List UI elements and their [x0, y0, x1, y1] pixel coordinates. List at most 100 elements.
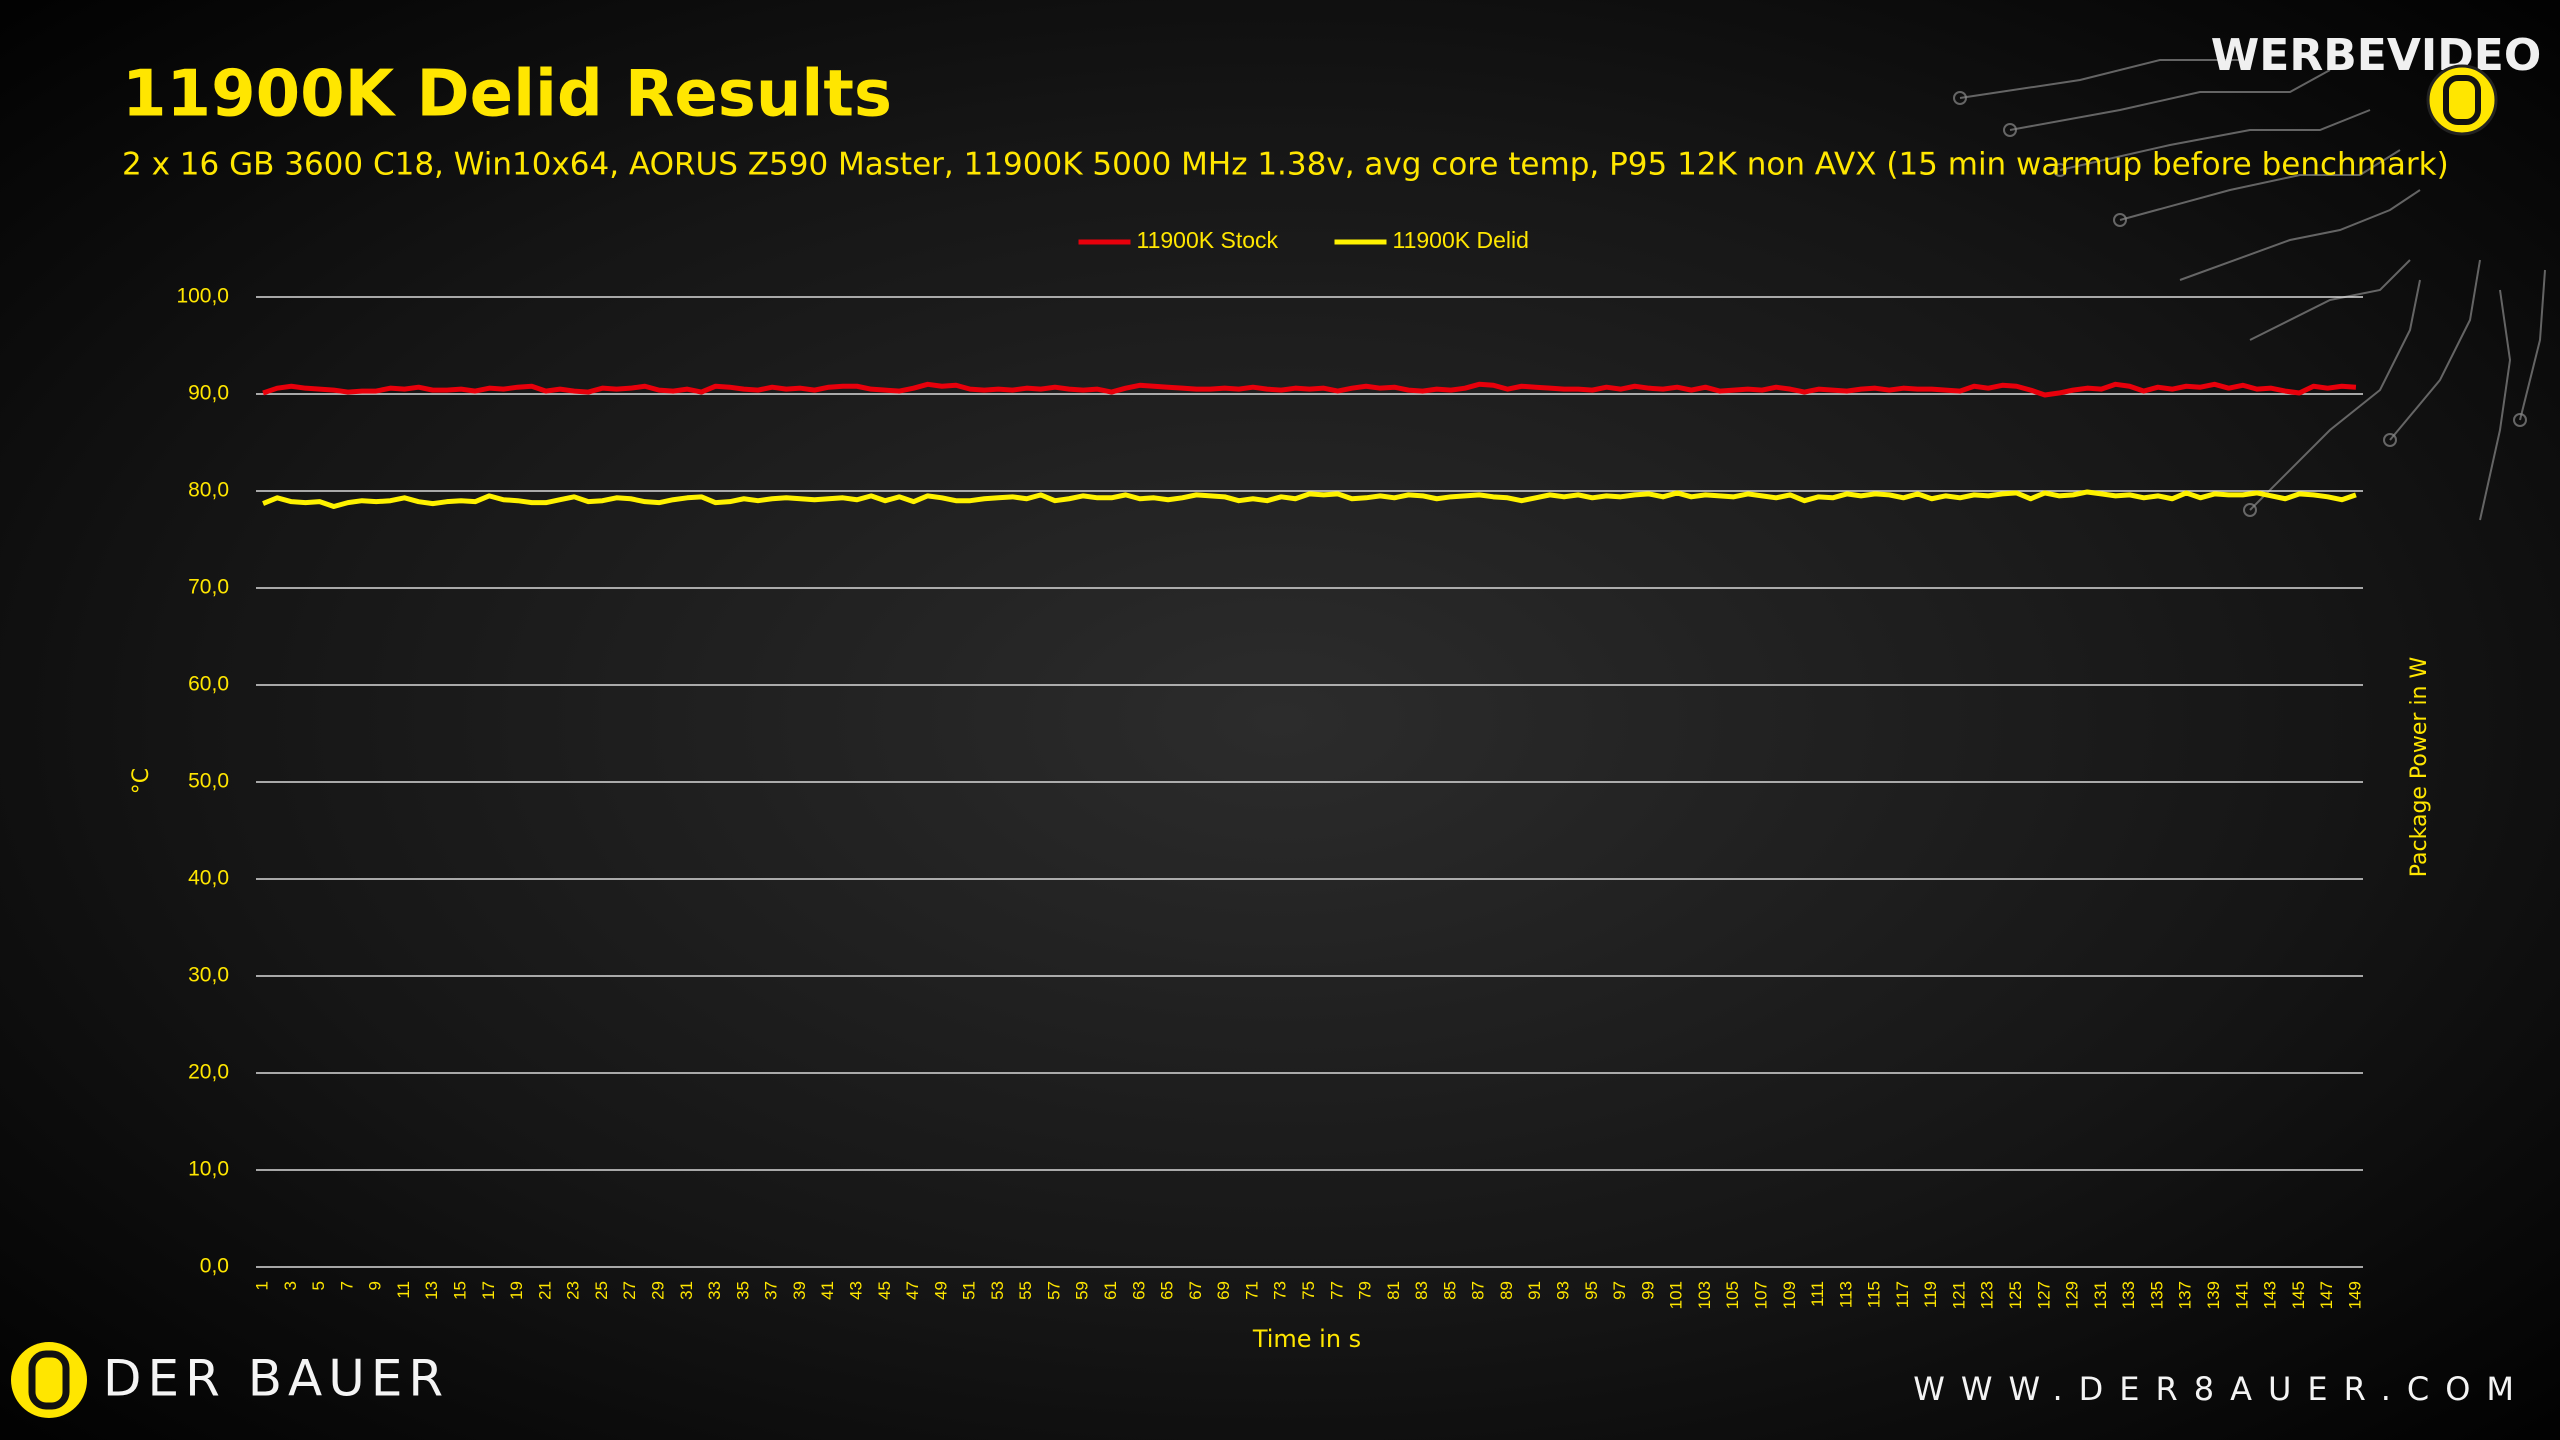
x-tick-label: 49 [931, 1281, 950, 1300]
x-tick-label: 127 [2034, 1281, 2053, 1309]
x-tick-label: 5 [309, 1281, 328, 1290]
x-tick-label: 53 [988, 1281, 1007, 1300]
x-tick-label: 123 [1978, 1281, 1997, 1309]
x-tick-label: 83 [1412, 1281, 1431, 1300]
x-tick-label: 55 [1016, 1281, 1035, 1300]
x-tick-label: 71 [1242, 1281, 1261, 1300]
x-tick-label: 103 [1695, 1281, 1714, 1309]
x-tick-label: 45 [875, 1281, 894, 1300]
x-tick-label: 135 [2147, 1281, 2166, 1309]
y-tick-label: 90,0 [188, 382, 229, 405]
x-tick-label: 35 [733, 1281, 752, 1300]
x-tick-label: 93 [1554, 1281, 1573, 1300]
circuit-decoration [1953, 59, 2546, 521]
x-tick-label: 117 [1893, 1281, 1912, 1308]
logo-text: DER BAUER [103, 1350, 449, 1408]
x-tick-label: 77 [1327, 1281, 1346, 1300]
x-tick-label: 7 [337, 1281, 356, 1290]
x-tick-label: 113 [1836, 1281, 1855, 1308]
x-tick-label: 1 [253, 1281, 272, 1290]
x-tick-label: 15 [451, 1281, 470, 1300]
x-tick-label: 109 [1780, 1281, 1799, 1309]
y-axis-label: °C [129, 768, 154, 794]
x-axis-label: Time in s [1252, 1325, 1361, 1353]
x-tick-label: 101 [1667, 1281, 1686, 1309]
y-tick-label: 80,0 [188, 479, 229, 502]
x-tick-label: 97 [1610, 1281, 1629, 1300]
x-tick-label: 25 [592, 1281, 611, 1300]
y-tick-label: 50,0 [188, 770, 229, 793]
x-tick-label: 23 [564, 1281, 583, 1300]
x-tick-label: 61 [1101, 1281, 1120, 1300]
x-tick-label: 87 [1469, 1281, 1488, 1300]
x-tick-label: 85 [1440, 1281, 1459, 1300]
data-line [262, 381, 2357, 398]
x-tick-label: 13 [422, 1281, 441, 1300]
x-tick-label: 17 [479, 1281, 498, 1300]
x-tick-label: 73 [1271, 1281, 1290, 1300]
x-tick-label: 75 [1299, 1281, 1318, 1300]
x-tick-label: 21 [535, 1281, 554, 1300]
x-tick-label: 59 [1073, 1281, 1092, 1300]
x-tick-label: 139 [2204, 1281, 2223, 1309]
x-tick-label: 51 [960, 1281, 979, 1300]
x-tick-label: 129 [2063, 1281, 2082, 1309]
x-tick-label: 91 [1525, 1281, 1544, 1300]
x-tick-label: 79 [1356, 1281, 1375, 1300]
x-tick-label: 57 [1044, 1281, 1063, 1300]
website-url: WWW.DER8AUER.COM [1913, 1370, 2530, 1408]
x-tick-label: 141 [2232, 1281, 2251, 1309]
y2-axis-label: Package Power in W [2407, 657, 2432, 878]
x-tick-label: 111 [1808, 1281, 1827, 1307]
x-tick-label: 65 [1158, 1281, 1177, 1300]
x-tick-label: 99 [1638, 1281, 1657, 1300]
x-tick-label: 105 [1723, 1281, 1742, 1309]
x-tick-label: 47 [903, 1281, 922, 1300]
x-tick-label: 9 [366, 1281, 385, 1290]
y-tick-label: 0,0 [200, 1255, 229, 1278]
y-tick-label: 100,0 [176, 285, 229, 308]
x-tick-label: 37 [762, 1281, 781, 1300]
x-tick-label: 149 [2345, 1281, 2364, 1309]
x-tick-label: 67 [1186, 1281, 1205, 1300]
x-tick-label: 29 [649, 1281, 668, 1300]
x-tick-label: 11 [394, 1281, 413, 1299]
legend-label: 11900K Delid [1393, 227, 1529, 253]
y-tick-label: 10,0 [188, 1158, 229, 1181]
chart-subtitle: 2 x 16 GB 3600 C18, Win10x64, AORUS Z590… [122, 147, 2449, 183]
x-tick-label: 121 [1949, 1281, 1968, 1309]
x-tick-label: 27 [620, 1281, 639, 1300]
x-tick-label: 63 [1129, 1281, 1148, 1300]
x-tick-label: 69 [1214, 1281, 1233, 1300]
badge-text: WERBEVIDEO [2211, 30, 2541, 81]
badge: WERBEVIDEO [2211, 30, 2541, 136]
x-tick-label: 107 [1751, 1281, 1770, 1309]
x-tick-label: 131 [2091, 1281, 2110, 1309]
y-tick-label: 70,0 [188, 576, 229, 599]
x-tick-label: 43 [846, 1281, 865, 1300]
x-tick-label: 147 [2317, 1281, 2336, 1309]
x-tick-label: 125 [2006, 1281, 2025, 1309]
x-tick-label: 81 [1384, 1281, 1403, 1300]
x-tick-label: 19 [507, 1281, 526, 1300]
legend-label: 11900K Stock [1137, 227, 1279, 253]
badge-icon [2443, 75, 2481, 125]
x-tick-label: 133 [2119, 1281, 2138, 1309]
x-tick-label: 137 [2176, 1281, 2195, 1309]
x-tick-label: 145 [2289, 1281, 2308, 1309]
y-tick-label: 20,0 [188, 1061, 229, 1084]
x-tick-label: 143 [2261, 1281, 2280, 1309]
x-tick-label: 39 [790, 1281, 809, 1300]
x-tick-label: 119 [1921, 1281, 1940, 1308]
y-tick-label: 40,0 [188, 867, 229, 890]
logo-icon [28, 1350, 70, 1410]
x-tick-label: 89 [1497, 1281, 1516, 1300]
x-tick-label: 95 [1582, 1281, 1601, 1300]
logo: DER BAUER [11, 1342, 449, 1418]
chart-title: 11900K Delid Results [122, 58, 892, 132]
x-tick-label: 115 [1865, 1281, 1884, 1308]
y-tick-label: 60,0 [188, 673, 229, 696]
